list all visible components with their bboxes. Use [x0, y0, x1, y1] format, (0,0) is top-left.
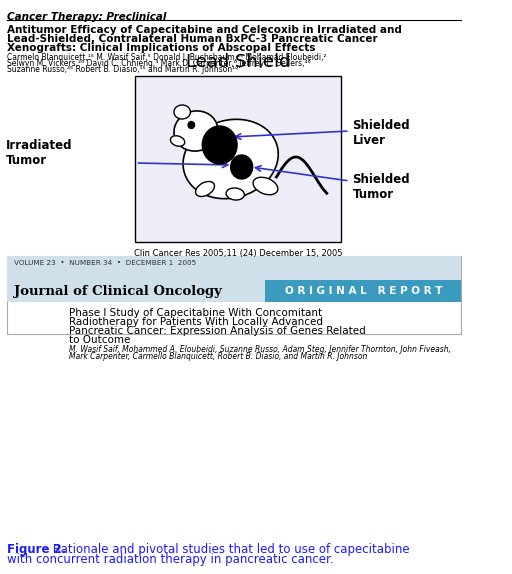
Ellipse shape [226, 188, 244, 200]
Text: to Outcome: to Outcome [69, 335, 130, 345]
Text: with concurrent radiation therapy in pancreatic cancer.: with concurrent radiation therapy in pan… [7, 553, 334, 566]
Ellipse shape [174, 105, 190, 119]
Text: Shielded
Tumor: Shielded Tumor [352, 173, 410, 201]
Bar [136, 76, 340, 242]
Text: Mark Carpenter, Carmello Blanquicett, Robert B. Diasio, and Martin R. Johnson: Mark Carpenter, Carmello Blanquicett, Ro… [69, 352, 367, 361]
Text: Journal of Clinical Oncology: Journal of Clinical Oncology [14, 285, 222, 297]
Text: Radiotherapy for Patients With Locally Advanced: Radiotherapy for Patients With Locally A… [69, 317, 323, 327]
Text: Irradiated
Tumor: Irradiated Tumor [6, 139, 72, 167]
Ellipse shape [183, 119, 278, 199]
Circle shape [231, 155, 252, 179]
Text: VOLUME 23  •  NUMBER 34  •  DECEMBER 1  2005: VOLUME 23 • NUMBER 34 • DECEMBER 1 2005 [14, 260, 196, 266]
Text: O R I G I N A L   R E P O R T: O R I G I N A L R E P O R T [285, 286, 442, 296]
Text: Shielded
Liver: Shielded Liver [352, 119, 410, 147]
Text: Lead-Shielded, Contralateral Human BxPC-3 Pancreatic Cancer: Lead-Shielded, Contralateral Human BxPC-… [7, 34, 378, 44]
Text: Pancreatic Cancer: Expression Analysis of Genes Related: Pancreatic Cancer: Expression Analysis o… [69, 326, 366, 336]
Bar [7, 256, 461, 334]
Ellipse shape [253, 177, 278, 195]
Text: Figure 2.: Figure 2. [7, 543, 67, 556]
Text: Xenografts: Clinical Implications of Abscopal Effects: Xenografts: Clinical Implications of Abs… [7, 43, 316, 53]
Text: Cancer Therapy: Preclinical: Cancer Therapy: Preclinical [7, 12, 167, 22]
Bar [265, 280, 461, 302]
Text: Suzanne Russo,⁴⁵ Robert B. Diasio,¹⁵ and Martin R. Johnson¹⁶: Suzanne Russo,⁴⁵ Robert B. Diasio,¹⁵ and… [7, 65, 239, 74]
Ellipse shape [196, 181, 215, 196]
Text: Rationale and pivotal studies that led to use of capecitabine: Rationale and pivotal studies that led t… [49, 543, 409, 556]
Text: Phase I Study of Capecitabine With Concomitant: Phase I Study of Capecitabine With Conco… [69, 308, 322, 318]
Bar [7, 256, 461, 281]
Bar [7, 280, 461, 302]
Text: Selwyn M. Vickers,²⁶ David C. Chhieng,³ Mark D. Carpenter,⁶ Jeffrey C. Sellers,⁴: Selwyn M. Vickers,²⁶ David C. Chhieng,³ … [7, 59, 311, 68]
Text: M. Wasif Saif, Mohammed A. Eloubeidi, Suzanne Russo, Adam Steg, Jennifer Thornto: M. Wasif Saif, Mohammed A. Eloubeidi, Su… [69, 345, 451, 354]
Text: Antitumor Efficacy of Capecitabine and Celecoxib in Irradiated and: Antitumor Efficacy of Capecitabine and C… [7, 25, 402, 35]
Ellipse shape [174, 111, 218, 151]
Circle shape [202, 126, 237, 164]
Text: Clin Cancer Res 2005;11 (24) December 15, 2005: Clin Cancer Res 2005;11 (24) December 15… [134, 249, 342, 258]
Circle shape [188, 122, 195, 129]
Ellipse shape [170, 135, 185, 146]
Text: Lead Shield: Lead Shield [186, 53, 290, 71]
Text: Carmelo Blanquicett,¹⁵ M. Wasif Saif,⁵ Donald J. Buchsbaum,⁴⁵ Mohamad Eloubeidi,: Carmelo Blanquicett,¹⁵ M. Wasif Saif,⁵ D… [7, 53, 327, 62]
